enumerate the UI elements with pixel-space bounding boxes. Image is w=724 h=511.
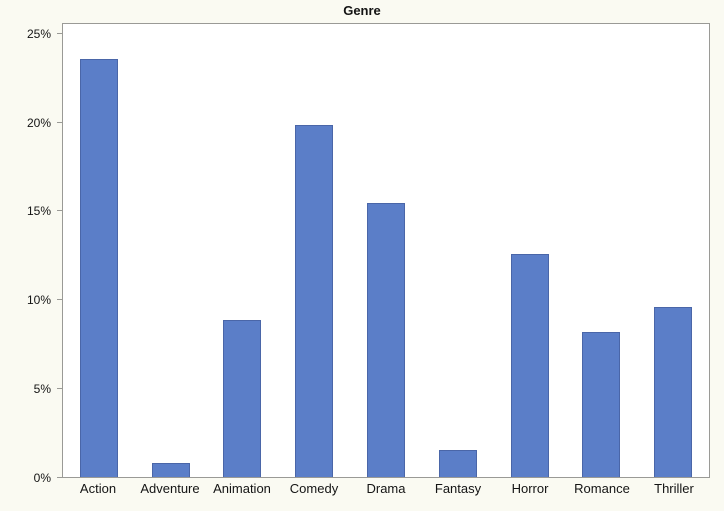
x-tick-label-animation: Animation	[213, 481, 271, 496]
y-tick-mark	[57, 210, 62, 212]
bar-romance[interactable]	[582, 331, 621, 477]
bar-action[interactable]	[79, 59, 118, 477]
x-tick-label-fantasy: Fantasy	[434, 481, 482, 496]
x-tick-label-romance: Romance	[574, 481, 630, 496]
bar-slot	[637, 24, 709, 477]
bar-comedy[interactable]	[295, 124, 334, 477]
bar-slot	[565, 24, 637, 477]
bar-drama[interactable]	[367, 202, 406, 477]
bar-animation[interactable]	[223, 319, 262, 477]
bar-slot	[63, 24, 135, 477]
x-tick-label-thriller: Thriller	[654, 481, 694, 496]
bar-slot	[494, 24, 566, 477]
bar-slot	[278, 24, 350, 477]
x-tick-label-adventure: Adventure	[140, 481, 200, 496]
plot-area	[62, 23, 710, 478]
x-tick-label-action: Action	[79, 481, 117, 496]
y-tick-label: 10%	[26, 293, 51, 308]
bar-thriller[interactable]	[654, 307, 693, 477]
y-tick-label: 20%	[26, 115, 51, 130]
y-tick-mark	[57, 121, 62, 123]
bar-adventure[interactable]	[151, 462, 190, 477]
bar-slot	[207, 24, 279, 477]
y-tick-mark	[57, 32, 62, 34]
bar-slot	[135, 24, 207, 477]
y-tick-mark	[57, 299, 62, 301]
y-tick-label: 0%	[33, 471, 51, 485]
x-tick-label-comedy: Comedy	[289, 481, 339, 496]
y-tick-label: 25%	[26, 26, 51, 41]
x-tick-label-drama: Drama	[366, 481, 406, 496]
y-tick-mark	[57, 388, 62, 390]
bar-fantasy[interactable]	[438, 450, 477, 477]
y-tick-label: 5%	[33, 382, 51, 397]
x-tick-label-horror: Horror	[511, 481, 549, 496]
y-tick-label: 15%	[26, 204, 51, 219]
y-axis: 0% 5% 10% 15% 20% 25%	[0, 23, 62, 485]
bar-slot	[350, 24, 422, 477]
bar-horror[interactable]	[510, 254, 549, 477]
y-tick-mark	[57, 477, 62, 478]
bar-slot	[422, 24, 494, 477]
bars-row	[63, 24, 709, 477]
x-axis: Action Adventure Animation Comedy Drama Fanta…	[62, 481, 710, 496]
chart-title: Genre	[343, 3, 381, 18]
